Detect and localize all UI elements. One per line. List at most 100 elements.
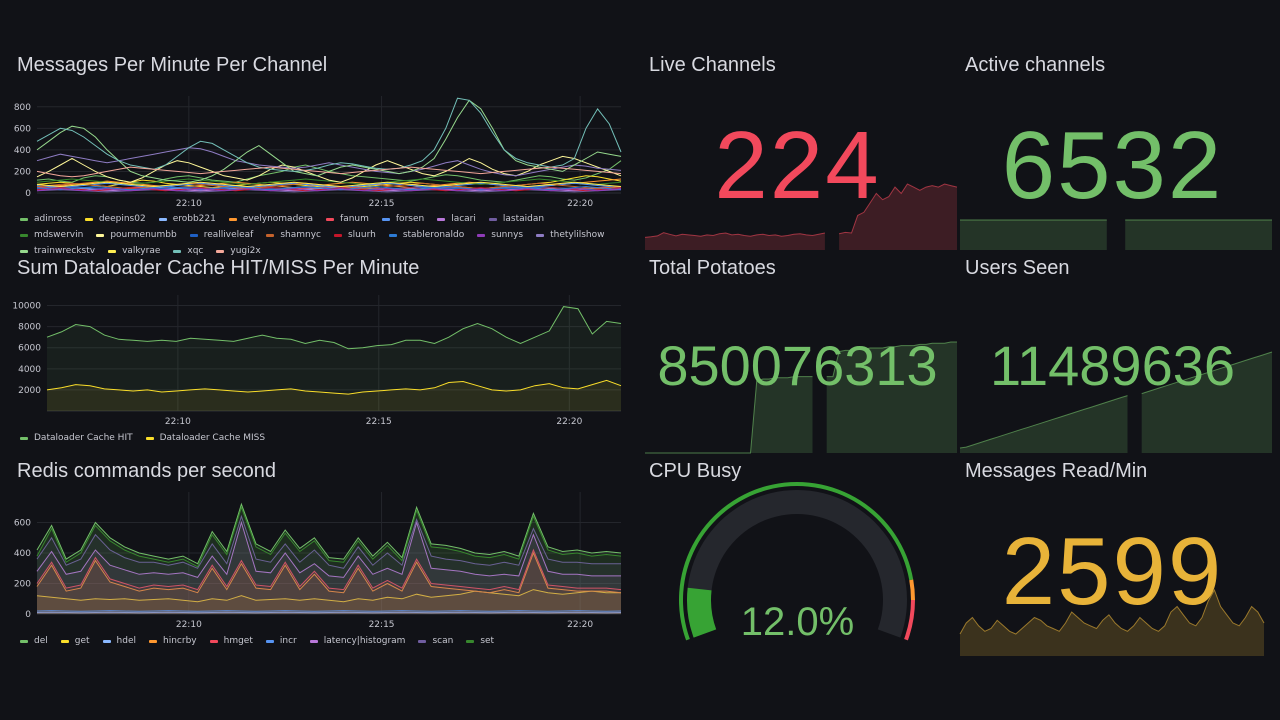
gauge-threshold-red bbox=[904, 600, 915, 641]
legend-item[interactable]: adinross bbox=[20, 214, 72, 224]
redis-legend: del get hdel hincrby hmget incr latency|histog… bbox=[20, 636, 620, 646]
series-line bbox=[36, 589, 621, 603]
legend-item[interactable]: sunnys bbox=[477, 230, 523, 240]
messages-read-value: 2599 bbox=[1001, 518, 1224, 625]
legend-label: erobb221 bbox=[172, 214, 216, 224]
live-channels-value: 224 bbox=[714, 112, 881, 219]
legend-label: mdswervin bbox=[34, 230, 84, 240]
series-line bbox=[36, 502, 622, 565]
legend-item[interactable]: shamnyc bbox=[266, 230, 321, 240]
cache-chart[interactable]: 10000 8000 6000 4000 2000 22:10 22:15 22:20 bbox=[12, 295, 627, 455]
series-area bbox=[37, 553, 621, 614]
series-line bbox=[36, 185, 622, 191]
legend-item[interactable]: mdswervin bbox=[20, 230, 83, 240]
sparkline-area bbox=[1125, 220, 1272, 250]
legend-item[interactable]: hmget bbox=[209, 636, 253, 646]
legend-label: Dataloader Cache HIT bbox=[34, 433, 133, 443]
users-seen-sparkline bbox=[959, 351, 1273, 453]
legend-item[interactable]: lacari bbox=[437, 214, 476, 224]
legend-label: incr bbox=[279, 636, 297, 646]
x-tick-label: 22:20 bbox=[567, 620, 593, 630]
legend-label: hdel bbox=[116, 636, 137, 646]
legend-swatch bbox=[173, 249, 182, 253]
legend-item[interactable]: deepins02 bbox=[84, 214, 146, 224]
legend-item[interactable]: thetylilshow bbox=[536, 230, 604, 240]
legend-swatch bbox=[418, 639, 427, 643]
y-tick-label: 6000 bbox=[18, 344, 41, 354]
legend-label: evelynomadera bbox=[242, 214, 314, 224]
series-line bbox=[46, 306, 622, 350]
legend-swatch bbox=[149, 639, 158, 643]
legend-item[interactable]: realliveleaf bbox=[189, 230, 253, 240]
legend-item[interactable]: fanum bbox=[326, 214, 369, 224]
series-area bbox=[47, 306, 621, 411]
series-line bbox=[36, 610, 622, 612]
sparkline-area bbox=[960, 590, 1264, 656]
legend-item[interactable]: sluurh bbox=[333, 230, 376, 240]
legend-swatch bbox=[102, 639, 111, 643]
legend-item[interactable]: yugi2x bbox=[216, 246, 261, 256]
panel-title: Messages Per Minute Per Channel bbox=[17, 54, 328, 76]
legend-item[interactable]: set bbox=[466, 636, 494, 646]
active-channels-sparkline bbox=[960, 219, 1272, 250]
panel-title: Total Potatoes bbox=[649, 257, 776, 279]
legend-label: sunnys bbox=[491, 230, 524, 240]
cpu-busy-value: 12.0% bbox=[740, 600, 855, 644]
legend-swatch bbox=[216, 249, 225, 253]
total-potatoes-panel: Total Potatoes 850076313 bbox=[645, 257, 957, 454]
legend-swatch bbox=[266, 233, 275, 237]
y-tick-label: 4000 bbox=[18, 365, 41, 375]
legend-item[interactable]: forsen bbox=[381, 214, 424, 224]
sparkline-area bbox=[1141, 352, 1272, 453]
legend-item[interactable]: latency|histogram bbox=[309, 636, 405, 646]
legend-item[interactable]: stableronaldo bbox=[388, 230, 464, 240]
legend-item[interactable]: hdel bbox=[102, 636, 137, 646]
y-tick-label: 800 bbox=[14, 103, 31, 113]
legend-item[interactable]: incr bbox=[265, 636, 297, 646]
sparkline-line bbox=[644, 232, 826, 238]
legend-item[interactable]: lastaidan bbox=[488, 214, 544, 224]
legend-item[interactable]: valkyrae bbox=[108, 246, 160, 256]
legend-label: hincrby bbox=[163, 636, 197, 646]
legend-swatch bbox=[333, 233, 342, 237]
x-tick-label: 22:15 bbox=[369, 620, 395, 630]
legend-label: sluurh bbox=[347, 230, 376, 240]
messages-chart[interactable]: 800 600 400 200 0 22:10 22:15 22:20 bbox=[14, 96, 627, 256]
live-channels-panel: Live Channels 224 bbox=[644, 54, 958, 250]
legend-label: lacari bbox=[451, 214, 476, 224]
legend-item[interactable]: Dataloader Cache HIT bbox=[20, 433, 133, 443]
y-tick-label: 600 bbox=[14, 124, 31, 134]
legend-label: hmget bbox=[223, 636, 253, 646]
legend-item[interactable]: hincrby bbox=[149, 636, 197, 646]
sparkline-line bbox=[826, 341, 957, 378]
legend-item[interactable]: pourmenumbb bbox=[96, 230, 177, 240]
series-line bbox=[36, 188, 622, 192]
series-line bbox=[36, 99, 622, 183]
legend-item[interactable]: xqc bbox=[173, 246, 203, 256]
legend-item[interactable]: get bbox=[60, 636, 90, 646]
gauge-value-fill bbox=[687, 587, 717, 638]
active-channels-value: 6532 bbox=[1001, 112, 1224, 219]
series-line bbox=[36, 185, 622, 190]
legend-swatch bbox=[20, 233, 28, 237]
y-tick-label: 400 bbox=[14, 146, 31, 156]
legend-item[interactable]: erobb221 bbox=[158, 214, 216, 224]
legend-item[interactable]: trainwreckstv bbox=[20, 246, 95, 256]
legend-label: adinross bbox=[34, 214, 72, 224]
live-channels-sparkline bbox=[644, 183, 958, 250]
legend-swatch bbox=[20, 249, 28, 253]
legend-item[interactable]: scan bbox=[418, 636, 453, 646]
panel-title: Users Seen bbox=[965, 257, 1070, 279]
legend-swatch bbox=[60, 639, 69, 643]
x-tick-label: 22:15 bbox=[366, 417, 392, 427]
legend-item[interactable]: Dataloader Cache MISS bbox=[145, 433, 265, 443]
legend-item[interactable]: evelynomadera bbox=[228, 214, 314, 224]
redis-chart[interactable]: 600 400 200 0 22:10 22:15 22:20 bbox=[14, 492, 627, 652]
legend-swatch bbox=[228, 217, 237, 221]
sparkline-line bbox=[959, 395, 1128, 449]
series-line bbox=[46, 379, 622, 395]
legend-swatch bbox=[209, 639, 218, 643]
legend-swatch bbox=[108, 249, 117, 253]
total-potatoes-sparkline bbox=[645, 341, 957, 454]
legend-item[interactable]: del bbox=[20, 636, 48, 646]
